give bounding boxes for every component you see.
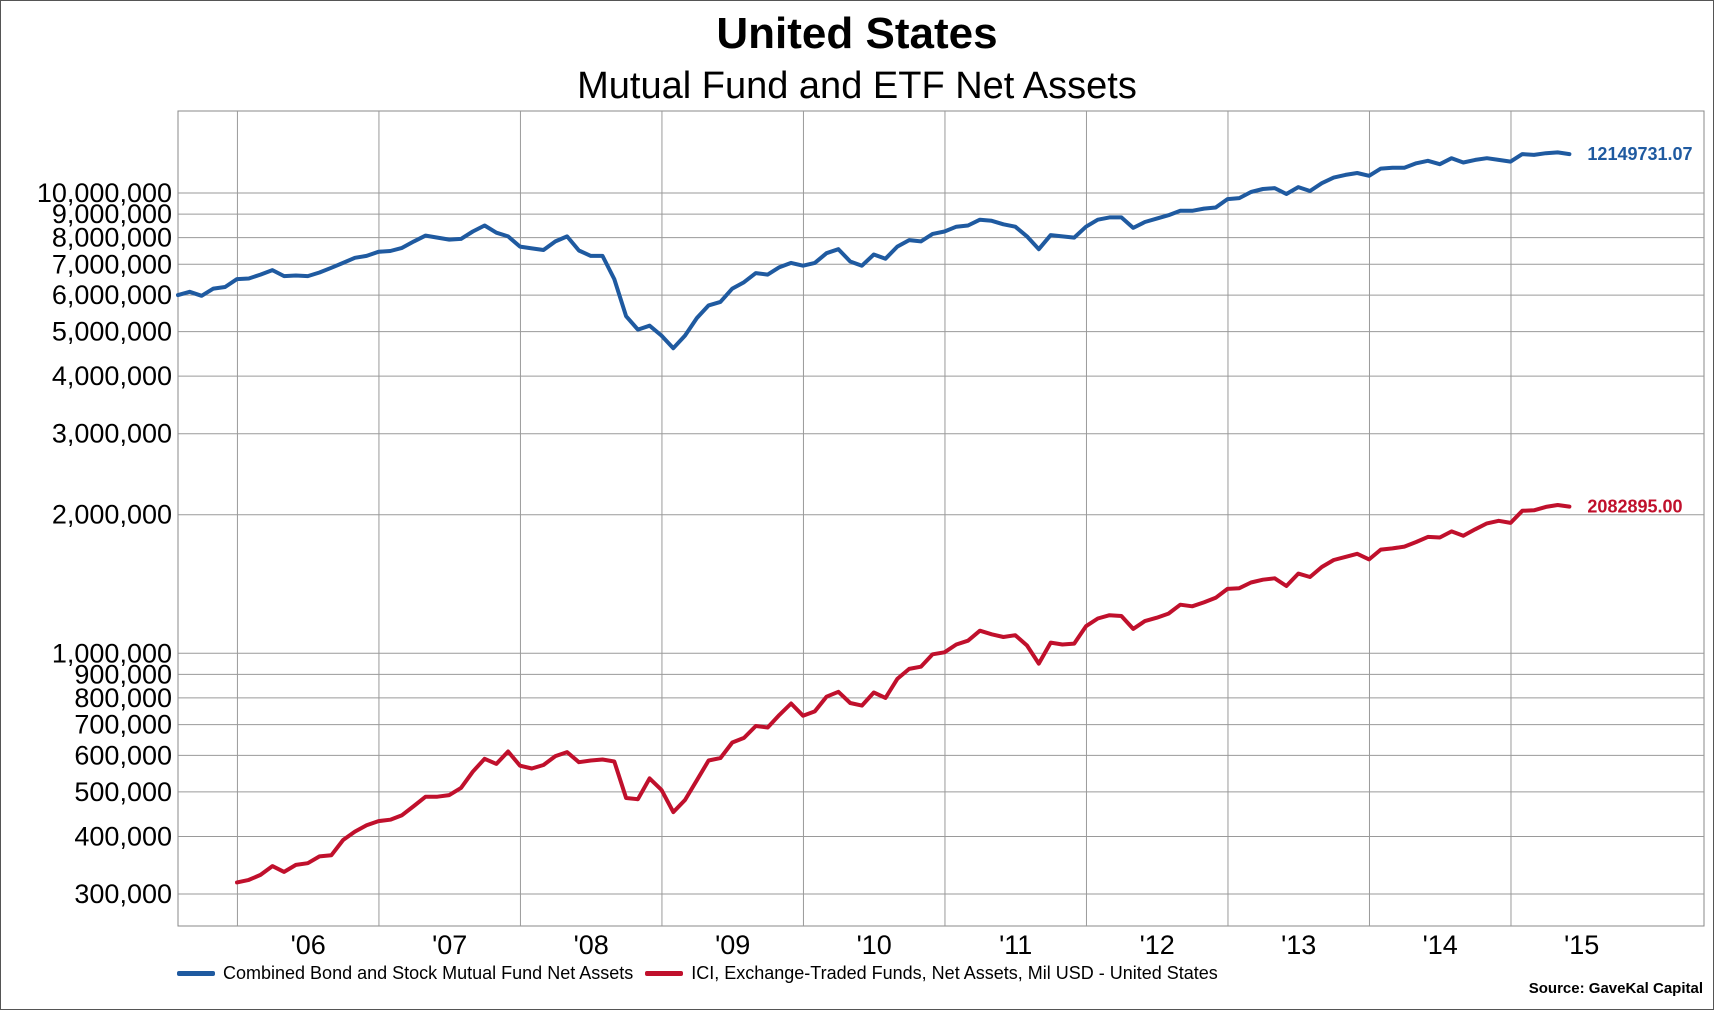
x-tick-label: '13 (1281, 930, 1316, 960)
y-tick-label: 8,000,000 (52, 223, 172, 253)
y-tick-label: 800,000 (74, 683, 172, 713)
y-tick-label: 2,000,000 (52, 500, 172, 530)
x-tick-label: '08 (574, 930, 609, 960)
series-end-label-0: 12149731.07 (1587, 144, 1692, 164)
x-tick-label: '14 (1423, 930, 1458, 960)
legend-item-etf: ICI, Exchange-Traded Funds, Net Assets, … (645, 963, 1218, 984)
y-tick-label: 4,000,000 (52, 361, 172, 391)
x-tick-label: '11 (999, 930, 1032, 960)
series-end-label-1: 2082895.00 (1587, 497, 1682, 517)
y-axis-ticks: 300,000 400,000 500,000 600,000700,000800,0… (37, 178, 172, 909)
y-tick-label: 9,000,000 (52, 199, 172, 229)
y-tick-label: 700,000 (74, 710, 172, 740)
source-note: Source: GaveKal Capital (1528, 980, 1703, 997)
chart-title: United States (716, 9, 998, 58)
y-tick-label: 6,000,000 (52, 280, 172, 310)
x-tick-label: '07 (432, 930, 467, 960)
grid-layer (177, 110, 1705, 927)
x-tick-label: '09 (715, 930, 750, 960)
y-tick-label: 600,000 (74, 740, 172, 770)
y-tick-label: 5,000,000 (52, 317, 172, 347)
series-layer: 12149731.07 2082895.00 (176, 144, 1693, 885)
legend-swatch-etf (645, 971, 684, 976)
x-tick-label: '15 (1564, 930, 1599, 960)
legend-label-etf: ICI, Exchange-Traded Funds, Net Assets, … (691, 963, 1218, 983)
y-tick-label: 7,000,000 (52, 249, 172, 279)
x-axis-ticks: '06 '07 '08 '09 '10 '11 '12 '13 '14 '15 (291, 930, 1600, 960)
y-tick-label: 900,000 (74, 659, 172, 689)
legend: Combined Bond and Stock Mutual Fund Net … (177, 963, 1230, 984)
chart-subtitle: Mutual Fund and ETF Net Assets (577, 65, 1137, 107)
series-line-1 (235, 503, 1572, 885)
x-tick-label: '10 (857, 930, 892, 960)
y-tick-label: 500,000 (74, 777, 172, 807)
legend-item-mutual-funds: Combined Bond and Stock Mutual Fund Net … (177, 963, 633, 984)
legend-label-mutual-funds: Combined Bond and Stock Mutual Fund Net … (223, 963, 634, 983)
x-tick-label: '12 (1140, 930, 1175, 960)
y-tick-label: 1,000,000 (52, 638, 172, 668)
series-line-0 (176, 150, 1572, 351)
plot-border (177, 110, 1705, 927)
x-tick-label: '06 (291, 930, 326, 960)
y-tick-label: 10,000,000 (37, 178, 172, 208)
y-tick-label: 300,000 (74, 879, 172, 909)
y-tick-label: 3,000,000 (52, 419, 172, 449)
y-tick-label: 400,000 (74, 821, 172, 851)
legend-swatch-mutual-funds (177, 971, 215, 976)
